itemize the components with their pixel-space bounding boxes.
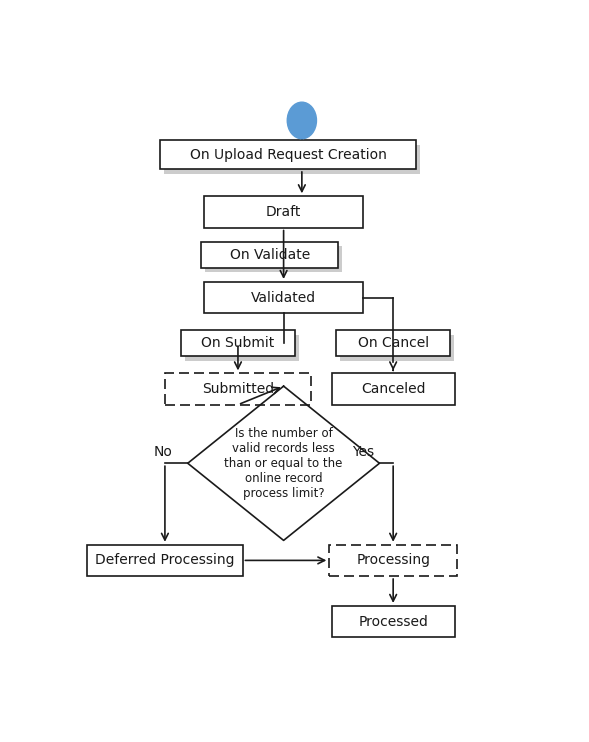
Bar [204, 282, 363, 313]
Bar [160, 140, 416, 169]
Bar [201, 242, 338, 268]
Text: No: No [153, 445, 172, 459]
Circle shape [287, 102, 316, 139]
Bar [332, 605, 455, 637]
Text: Yes: Yes [352, 445, 375, 459]
Bar [336, 330, 450, 356]
Text: Draft: Draft [266, 205, 302, 219]
Bar [329, 545, 457, 576]
Text: Processed: Processed [358, 614, 428, 628]
Bar [181, 330, 295, 356]
Text: Canceled: Canceled [361, 382, 425, 396]
Text: Submitted: Submitted [202, 382, 274, 396]
Bar [87, 545, 243, 576]
Text: Validated: Validated [251, 291, 316, 304]
Bar [184, 335, 299, 361]
Bar [340, 335, 454, 361]
Text: On Cancel: On Cancel [358, 336, 429, 350]
Bar [165, 373, 311, 404]
Bar [204, 196, 363, 228]
Text: Processing: Processing [356, 554, 430, 568]
Text: On Submit: On Submit [201, 336, 274, 350]
Bar [332, 373, 455, 404]
Bar [164, 145, 419, 174]
Bar [205, 246, 342, 272]
Text: On Upload Request Creation: On Upload Request Creation [190, 148, 386, 162]
Polygon shape [188, 386, 379, 540]
Text: Is the number of
valid records less
than or equal to the
online record
process l: Is the number of valid records less than… [224, 427, 343, 500]
Text: Deferred Processing: Deferred Processing [95, 554, 234, 568]
Text: On Validate: On Validate [230, 248, 310, 262]
